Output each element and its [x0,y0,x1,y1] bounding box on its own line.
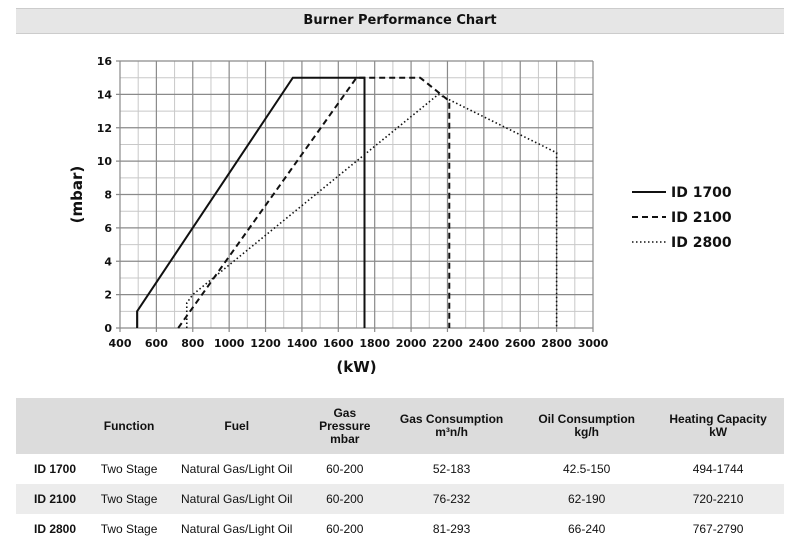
series-line-id-2800 [185,93,558,328]
table-cell: Two Stage [100,522,158,536]
column-header: Gas Pressure mbar [307,398,382,454]
table-cell: Natural Gas/Light Oil [165,484,308,514]
x-tick-label: 800 [181,337,204,350]
x-tick-label: 1400 [287,337,318,350]
performance-chart: 400 600 800 1000 1200 1400 1600 1800 2000 2200 240… [68,55,732,376]
x-tick-label: 2000 [396,337,427,350]
column-header: Oil Consumption kg/h [521,398,653,454]
y-tick-label: 6 [104,222,112,235]
table-row: ID 2800 Two Stage Natural Gas/Light Oil 60-… [16,514,784,544]
y-axis-label: (mbar) [68,166,86,224]
table-cell: 60-200 [326,522,364,536]
y-tick-label: 12 [97,122,112,135]
table-cell: 60-200 [326,462,364,476]
table-cell: ID 1700 [34,462,77,476]
y-tick-label: 8 [104,189,112,202]
table-cell: ID 2800 [34,522,77,536]
x-tick-label: 2400 [469,337,500,350]
table-cell: 494-1744 [692,462,744,476]
table-cell: 42.5-150 [562,462,611,476]
x-tick-label: 1000 [214,337,245,350]
column-header: Heating Capacity kW [652,398,784,454]
table-cell: 62-190 [521,484,653,514]
y-tick-label: 14 [97,88,113,101]
table-row: ID 1700 Two Stage Natural Gas/Light Oil 60-… [16,454,784,484]
x-tick-label: 3000 [578,337,609,350]
table-header-row: Function Fuel Gas Pressure mbar Gas Consumpti… [16,398,784,454]
x-tick-label: 2800 [541,337,572,350]
column-header: Fuel [165,398,308,454]
x-axis-label: (kW) [336,358,376,376]
legend-label: ID 2100 [671,210,732,226]
table-cell: 81-293 [432,522,471,536]
series-line-id-2100 [177,76,451,329]
x-tick-label: 1800 [359,337,390,350]
table-cell: Natural Gas/Light Oil [181,522,293,536]
table-cell: ID 2100 [16,484,93,514]
y-tick-label: 4 [104,255,112,268]
x-tick-label: 1200 [250,337,281,350]
x-tick-label: 600 [145,337,168,350]
y-tick-label: 16 [97,55,113,68]
column-header: Gas Consumption m³n/h [381,398,522,454]
table-cell: 66-240 [567,522,606,536]
y-tick-label: 10 [97,155,113,168]
specs-table: Function Fuel Gas Pressure mbar Gas Consumpti… [16,398,784,544]
column-header: Function [92,398,166,454]
y-tick-label: 0 [104,322,112,335]
table-row: ID 2100 Two Stage Natural Gas/Light Oil 60-… [16,484,784,514]
table-cell: 60-200 [307,484,382,514]
series-line-id-1700 [136,76,366,328]
x-tick-label: 2200 [432,337,463,350]
table-cell: 767-2790 [692,522,744,536]
column-header [16,398,93,454]
chart-title: Burner Performance Chart [16,8,784,34]
table-cell: Two Stage [100,462,158,476]
table-cell: 720-2210 [652,484,784,514]
x-tick-label: 2600 [505,337,536,350]
table-cell: 52-183 [432,462,471,476]
x-tick-label: 400 [109,337,132,350]
legend-label: ID 1700 [671,185,732,201]
table-cell: Natural Gas/Light Oil [181,462,293,476]
x-tick-label: 1600 [323,337,354,350]
legend-label: ID 2800 [671,235,732,251]
table-cell: 76-232 [381,484,522,514]
table-cell: Two Stage [92,484,166,514]
y-tick-label: 2 [104,289,112,302]
